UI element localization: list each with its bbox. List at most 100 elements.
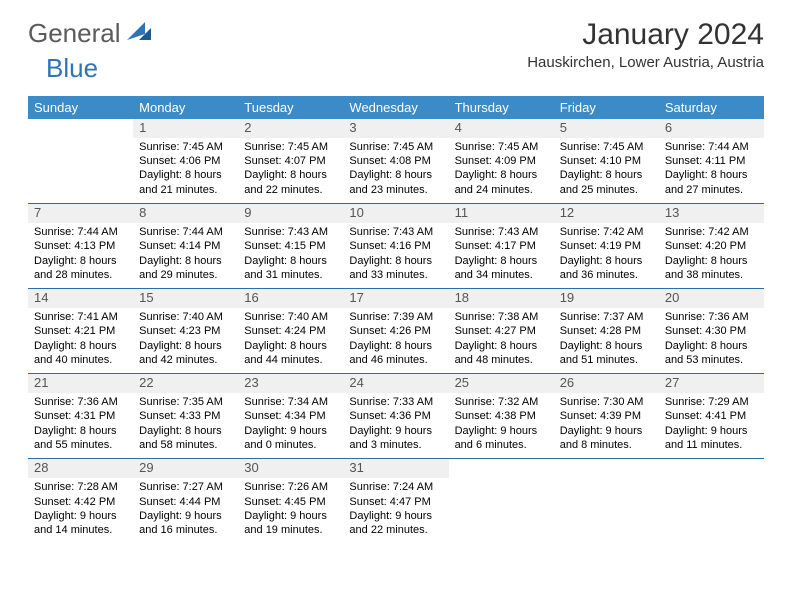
cell-dl2: and 36 minutes. [560,268,653,282]
calendar-cell: 13Sunrise: 7:42 AMSunset: 4:20 PMDayligh… [659,204,764,289]
day-number: 30 [238,459,343,478]
cell-dl2: and 31 minutes. [244,268,337,282]
cell-dl1: Daylight: 8 hours [139,339,232,353]
cell-dl2: and 22 minutes. [244,183,337,197]
day-number: 4 [449,119,554,138]
cell-dl1: Daylight: 8 hours [455,254,548,268]
cell-sunset: Sunset: 4:19 PM [560,239,653,253]
calendar-row: 21Sunrise: 7:36 AMSunset: 4:31 PMDayligh… [28,374,764,459]
calendar-head: SundayMondayTuesdayWednesdayThursdayFrid… [28,96,764,119]
cell-sunrise: Sunrise: 7:44 AM [665,140,758,154]
cell-sunset: Sunset: 4:14 PM [139,239,232,253]
cell-sunset: Sunset: 4:27 PM [455,324,548,338]
calendar-cell [28,119,133,204]
calendar-cell: 29Sunrise: 7:27 AMSunset: 4:44 PMDayligh… [133,459,238,544]
day-number: 21 [28,374,133,393]
calendar-cell: 5Sunrise: 7:45 AMSunset: 4:10 PMDaylight… [554,119,659,204]
calendar-cell: 12Sunrise: 7:42 AMSunset: 4:19 PMDayligh… [554,204,659,289]
calendar-cell: 23Sunrise: 7:34 AMSunset: 4:34 PMDayligh… [238,374,343,459]
cell-sunrise: Sunrise: 7:45 AM [455,140,548,154]
calendar-body: 1Sunrise: 7:45 AMSunset: 4:06 PMDaylight… [28,119,764,543]
calendar-cell [449,459,554,544]
cell-sunset: Sunset: 4:23 PM [139,324,232,338]
cell-sunset: Sunset: 4:41 PM [665,409,758,423]
cell-sunset: Sunset: 4:21 PM [34,324,127,338]
calendar-cell: 15Sunrise: 7:40 AMSunset: 4:23 PMDayligh… [133,289,238,374]
calendar-cell: 17Sunrise: 7:39 AMSunset: 4:26 PMDayligh… [343,289,448,374]
calendar-cell: 9Sunrise: 7:43 AMSunset: 4:15 PMDaylight… [238,204,343,289]
cell-dl1: Daylight: 9 hours [349,424,442,438]
cell-sunset: Sunset: 4:42 PM [34,495,127,509]
cell-dl2: and 22 minutes. [349,523,442,537]
cell-dl2: and 38 minutes. [665,268,758,282]
cell-dl1: Daylight: 8 hours [665,168,758,182]
cell-dl2: and 53 minutes. [665,353,758,367]
day-number: 8 [133,204,238,223]
month-title: January 2024 [527,18,764,52]
cell-dl2: and 40 minutes. [34,353,127,367]
calendar-cell: 19 Sunrise: 7:37 AMSunset: 4:28 PMDayligh… [554,289,659,374]
weekday-header: Saturday [659,96,764,119]
cell-dl2: and 34 minutes. [455,268,548,282]
cell-sunset: Sunset: 4:30 PM [665,324,758,338]
calendar-cell: 3Sunrise: 7:45 AMSunset: 4:08 PMDaylight… [343,119,448,204]
cell-sunset: Sunset: 4:47 PM [349,495,442,509]
day-number: 19 [554,289,659,308]
cell-sunset: Sunset: 4:31 PM [34,409,127,423]
calendar-row: 1Sunrise: 7:45 AMSunset: 4:06 PMDaylight… [28,119,764,204]
cell-sunrise: Sunrise: 7:45 AM [139,140,232,154]
cell-sunset: Sunset: 4:07 PM [244,154,337,168]
calendar-cell: 4Sunrise: 7:45 AMSunset: 4:09 PMDaylight… [449,119,554,204]
cell-sunset: Sunset: 4:28 PM [560,324,653,338]
cell-dl1: Daylight: 8 hours [244,339,337,353]
cell-sunrise: Sunrise: 7:43 AM [455,225,548,239]
cell-sunset: Sunset: 4:39 PM [560,409,653,423]
cell-dl2: and 28 minutes. [34,268,127,282]
cell-dl2: and 0 minutes. [244,438,337,452]
cell-sunrise: Sunrise: 7:38 AM [455,310,548,324]
day-number: 2 [238,119,343,138]
cell-dl2: and 42 minutes. [139,353,232,367]
cell-dl1: Daylight: 8 hours [560,339,653,353]
cell-dl2: and 33 minutes. [349,268,442,282]
calendar-cell: 24Sunrise: 7:33 AMSunset: 4:36 PMDayligh… [343,374,448,459]
day-number: 5 [554,119,659,138]
cell-sunrise: Sunrise: 7:35 AM [139,395,232,409]
cell-sunrise: Sunrise: 7:40 AM [244,310,337,324]
day-number: 7 [28,204,133,223]
day-number: 12 [554,204,659,223]
calendar-cell: 14Sunrise: 7:41 AMSunset: 4:21 PMDayligh… [28,289,133,374]
logo-text-general: General [28,18,121,49]
cell-dl1: Daylight: 8 hours [349,254,442,268]
cell-dl1: Daylight: 8 hours [665,254,758,268]
cell-dl1: Daylight: 8 hours [560,254,653,268]
cell-dl2: and 19 minutes. [244,523,337,537]
cell-dl1: Daylight: 8 hours [349,168,442,182]
calendar-cell: 27Sunrise: 7:29 AMSunset: 4:41 PMDayligh… [659,374,764,459]
cell-sunset: Sunset: 4:08 PM [349,154,442,168]
logo-text-blue: Blue [46,53,98,83]
day-number: 10 [343,204,448,223]
cell-sunset: Sunset: 4:38 PM [455,409,548,423]
day-number: 20 [659,289,764,308]
calendar-cell: 1Sunrise: 7:45 AMSunset: 4:06 PMDaylight… [133,119,238,204]
cell-sunrise: Sunrise: 7:30 AM [560,395,653,409]
cell-dl2: and 23 minutes. [349,183,442,197]
cell-dl1: Daylight: 8 hours [349,339,442,353]
cell-sunrise: Sunrise: 7:39 AM [349,310,442,324]
cell-dl2: and 46 minutes. [349,353,442,367]
cell-sunrise: Sunrise: 7:37 AM [560,310,653,324]
day-number: 9 [238,204,343,223]
cell-sunrise: Sunrise: 7:43 AM [349,225,442,239]
day-number: 22 [133,374,238,393]
day-number: 18 [449,289,554,308]
cell-dl1: Daylight: 9 hours [244,424,337,438]
cell-dl1: Daylight: 8 hours [455,168,548,182]
cell-dl1: Daylight: 8 hours [139,254,232,268]
calendar-cell: 20Sunrise: 7:36 AMSunset: 4:30 PMDayligh… [659,289,764,374]
calendar-cell: 22Sunrise: 7:35 AMSunset: 4:33 PMDayligh… [133,374,238,459]
cell-dl2: and 25 minutes. [560,183,653,197]
cell-dl2: and 44 minutes. [244,353,337,367]
day-number: 3 [343,119,448,138]
day-number: 1 [133,119,238,138]
